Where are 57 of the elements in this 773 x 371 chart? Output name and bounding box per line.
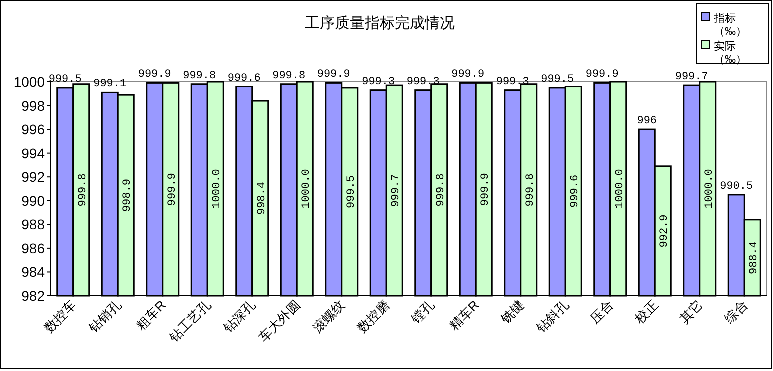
data-label: 999.5 xyxy=(48,74,82,86)
data-label: 999.8 xyxy=(183,70,216,82)
data-label: 999.1 xyxy=(94,78,128,91)
data-label: 1000.0 xyxy=(212,169,224,209)
data-label: 999.8 xyxy=(272,70,306,82)
y-tick-label: 1000 xyxy=(14,74,46,90)
data-label: 999.6 xyxy=(228,72,261,85)
data-label: 999.8 xyxy=(435,174,448,207)
legend-label: 指标（‰） xyxy=(713,13,747,38)
chart-title: 工序质量指标完成情况 xyxy=(305,15,455,32)
x-tick-label: 钻斜孔 xyxy=(532,298,572,336)
data-label: 990.5 xyxy=(720,180,754,193)
y-tick-label: 990 xyxy=(22,192,46,209)
data-label: 988.4 xyxy=(748,241,761,274)
data-label: 999.8 xyxy=(77,174,90,207)
data-label: 992.9 xyxy=(659,214,672,248)
data-label: 999.9 xyxy=(317,69,350,82)
x-tick-label: 精车R xyxy=(446,298,482,334)
data-label: 999.5 xyxy=(541,74,574,86)
data-label: 999.9 xyxy=(166,173,179,206)
data-label: 999.7 xyxy=(390,174,403,208)
data-label: 998.4 xyxy=(256,182,268,216)
x-tick-label: 铣键 xyxy=(497,298,527,328)
x-tick-label: 车大外圆 xyxy=(256,298,304,345)
x-tick-label: 钻深孔 xyxy=(220,298,258,336)
data-label: 999.9 xyxy=(138,69,172,82)
data-label: 1000.0 xyxy=(704,169,716,209)
data-label: 1000.0 xyxy=(614,169,626,209)
data-label: 999.3 xyxy=(406,76,440,88)
x-tick-label: 数控磨 xyxy=(354,298,393,336)
x-tick-label: 镗孔 xyxy=(408,298,438,328)
y-tick-label: 986 xyxy=(22,240,46,256)
y-tick-label: 998 xyxy=(22,98,46,114)
x-tick-label: 滚螺纹 xyxy=(310,298,348,336)
y-tick-label: 992 xyxy=(22,169,46,186)
data-label: 999.6 xyxy=(570,174,582,208)
data-label: 996 xyxy=(637,116,658,128)
y-tick-label: 996 xyxy=(22,122,46,138)
data-label: 999.9 xyxy=(480,173,492,206)
y-tick-label: 984 xyxy=(22,264,46,280)
data-label: 999.7 xyxy=(675,72,708,84)
data-label: 1000.0 xyxy=(301,169,314,209)
y-tick-label: 988 xyxy=(22,216,46,233)
y-tick-label: 982 xyxy=(22,288,46,304)
data-label: 999.9 xyxy=(452,69,485,82)
data-label: 999.3 xyxy=(496,76,530,88)
data-label: 999.8 xyxy=(524,174,537,207)
x-tick-label: 综合 xyxy=(722,298,751,327)
data-label: 999.9 xyxy=(586,69,619,82)
x-tick-label: 压合 xyxy=(588,298,616,327)
x-tick-label: 校正 xyxy=(632,298,662,328)
x-tick-label: 其它 xyxy=(677,298,706,327)
x-tick-label: 钻销孔 xyxy=(85,298,124,336)
data-label: 998.9 xyxy=(122,179,134,212)
y-tick-label: 994 xyxy=(22,145,46,162)
data-label: 999.3 xyxy=(362,76,396,88)
data-label: 999.5 xyxy=(346,175,358,208)
